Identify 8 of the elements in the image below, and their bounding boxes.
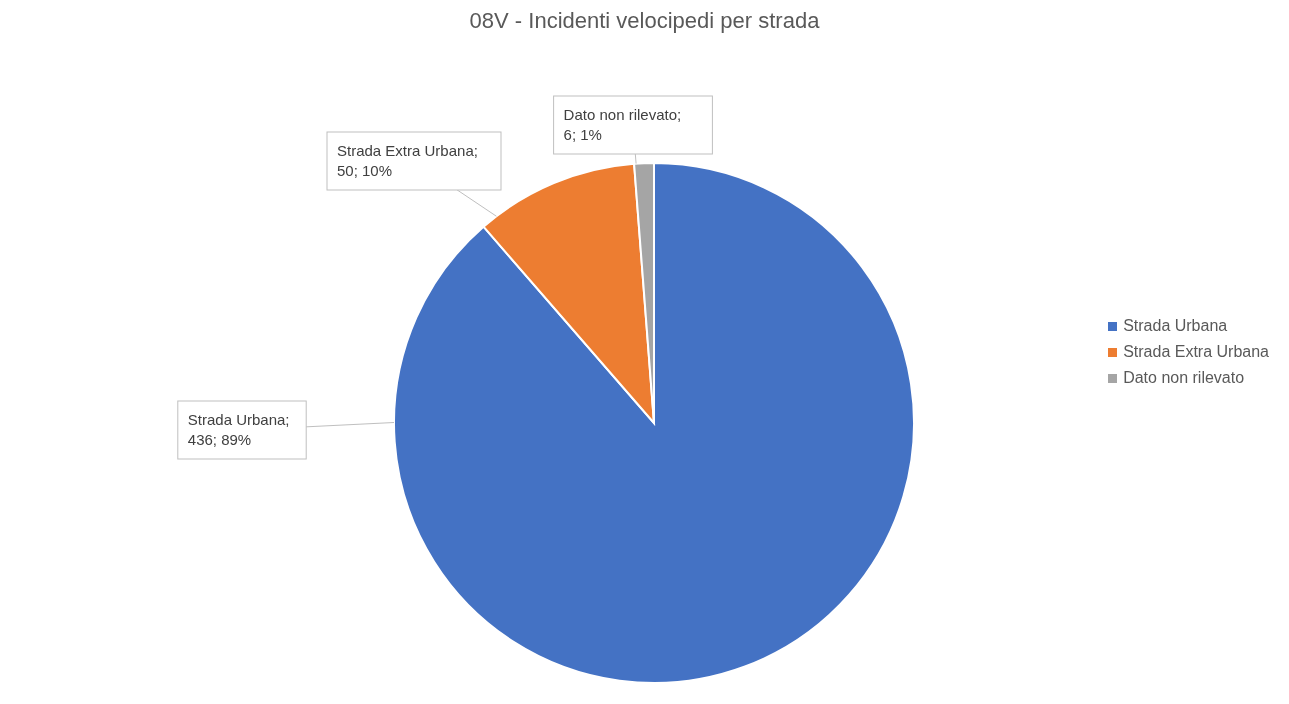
pie-slice xyxy=(393,162,915,684)
legend-label: Dato non rilevato xyxy=(1123,368,1245,388)
data-label: Strada Urbana; 436; 89% xyxy=(187,411,290,448)
legend-label: Strada Urbana xyxy=(1123,316,1228,336)
data-label: Dato non rilevato; 6; 1% xyxy=(563,106,682,143)
legend-label: Strada Extra Urbana xyxy=(1123,342,1269,362)
chart-title: 08V - Incidenti velocipedi per strada xyxy=(468,8,821,34)
data-label: Strada Extra Urbana; 50; 10% xyxy=(337,142,478,179)
